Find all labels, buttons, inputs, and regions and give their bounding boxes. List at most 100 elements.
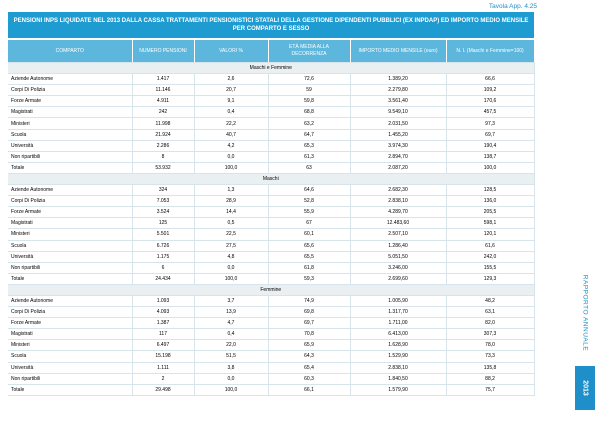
section-label: Maschi e Femmine [8, 62, 535, 75]
row-label: Magistrati [8, 217, 133, 230]
cell-value: 65,3 [268, 140, 351, 152]
cell-value: 1.579,90 [350, 384, 447, 396]
cell-value: 1,3 [194, 184, 269, 197]
cell-value: 64,6 [268, 184, 351, 197]
cell-value: 72,6 [268, 73, 351, 86]
table-body: PENSIONI INPS LIQUIDATE NEL 2013 DALLA C… [8, 12, 535, 396]
cell-value: 0,0 [194, 262, 269, 274]
cell-value: 65,5 [268, 251, 351, 263]
table-row: Corpi Di Polizia 11.146 20,7 59 2.279,80 109,… [8, 84, 535, 97]
cell-value: 66,6 [446, 73, 535, 86]
column-header: N. I. (Maschi e Femmine=100) [446, 38, 535, 63]
table-row: Scuola 6.726 27,5 65,6 1.286,40 61,6 [8, 240, 535, 252]
cell-value: 2.699,60 [350, 273, 447, 285]
cell-value: 0,4 [194, 106, 269, 119]
cell-value: 0,0 [194, 373, 269, 385]
row-label: Totale [8, 384, 133, 396]
table-row: Non ripartibili 8 0,0 61,3 2.894,70 138,7 [8, 151, 535, 163]
table-row: Totale 29.498 100,0 66,1 1.579,90 75,7 [8, 384, 535, 396]
cell-value: 9.549,10 [350, 106, 447, 119]
cell-value: 64,3 [268, 350, 351, 363]
cell-value: 15.198 [132, 350, 195, 363]
cell-value: 190,4 [446, 140, 535, 152]
cell-value: 1.628,90 [350, 339, 447, 352]
cell-value: 67 [268, 217, 351, 230]
table-row: Aziende Autonome 1.417 2,6 72,6 1.389,20 66,6 [8, 73, 535, 86]
cell-value: 75,7 [446, 384, 535, 396]
cell-value: 1.317,70 [350, 306, 447, 319]
cell-value: 59,8 [268, 95, 351, 108]
cell-value: 100,0 [194, 162, 269, 174]
table-row: Forze Armate 4.911 9,1 59,8 3.561,40 170,6 [8, 95, 535, 108]
cell-value: 1.417 [132, 73, 195, 86]
table-reference: Tavola App. 4.25 [488, 3, 537, 10]
cell-value: 1.111 [132, 362, 195, 374]
cell-value: 21.924 [132, 129, 195, 141]
section-label: Femmine [8, 284, 535, 296]
cell-value: 117 [132, 328, 195, 341]
cell-value: 135,8 [446, 362, 535, 374]
row-label: Scuola [8, 129, 133, 141]
cell-value: 242,0 [446, 251, 535, 263]
table-row: Forze Armate 3.524 14,4 55,9 4.289,70 205,5 [8, 206, 535, 219]
year-box: 2013 [575, 366, 595, 410]
table-row: Totale 24.434 100,0 59,3 2.699,60 129,3 [8, 273, 535, 285]
row-label: Scuola [8, 350, 133, 363]
cell-value: 2.279,80 [350, 84, 447, 97]
table-row: Magistrati 117 0,4 70,8 6.413,00 307,3 [8, 328, 535, 341]
cell-value: 1.175 [132, 251, 195, 263]
cell-value: 29.498 [132, 384, 195, 396]
table-row: Ministeri 6.497 22,0 65,9 1.628,90 78,0 [8, 339, 535, 352]
cell-value: 1.529,90 [350, 350, 447, 363]
row-label: Aziende Autonome [8, 184, 133, 197]
row-label: Totale [8, 273, 133, 285]
cell-value: 11.146 [132, 84, 195, 97]
row-label: Non ripartibili [8, 262, 133, 274]
cell-value: 0,4 [194, 328, 269, 341]
cell-value: 4,2 [194, 140, 269, 152]
table-row: Totale 53.932 100,0 63 2.087,20 100,0 [8, 162, 535, 174]
section-label: Maschi [8, 173, 535, 186]
cell-value: 1.389,20 [350, 73, 447, 86]
cell-value: 60,3 [268, 373, 351, 385]
cell-value: 170,6 [446, 95, 535, 108]
cell-value: 59,3 [268, 273, 351, 285]
cell-value: 12.483,60 [350, 217, 447, 230]
cell-value: 55,9 [268, 206, 351, 219]
cell-value: 128,5 [446, 184, 535, 197]
section-row: Maschi [8, 173, 535, 186]
table-row: Università 1.175 4,8 65,5 5.051,50 242,0 [8, 251, 535, 263]
table-row: Non ripartibili 6 0,0 61,8 3.246,00 155,5 [8, 262, 535, 274]
cell-value: 0,5 [194, 217, 269, 230]
table-row: Scuola 15.198 51,5 64,3 1.529,90 73,3 [8, 350, 535, 363]
cell-value: 1.711,00 [350, 317, 447, 330]
table-row: Ministeri 11.998 22,2 63,2 2.031,50 97,3 [8, 117, 535, 130]
cell-value: 5.051,50 [350, 251, 447, 263]
cell-value: 22,2 [194, 117, 269, 130]
cell-value: 69,7 [268, 317, 351, 330]
row-label: Corpi Di Polizia [8, 306, 133, 319]
cell-value: 78,0 [446, 339, 535, 352]
cell-value: 2.286 [132, 140, 195, 152]
table-row: Forze Armate 1.387 4,7 69,7 1.711,00 82,0 [8, 317, 535, 330]
cell-value: 1.387 [132, 317, 195, 330]
table-row: Scuola 21.924 40,7 64,7 1.455,20 69,7 [8, 129, 535, 141]
cell-value: 69,8 [268, 306, 351, 319]
table-row: Corpi Di Polizia 7.053 28,9 52,8 2.838,10 136… [8, 195, 535, 208]
cell-value: 8 [132, 151, 195, 163]
cell-value: 100,0 [446, 162, 535, 174]
cell-value: 9,1 [194, 95, 269, 108]
row-label: Corpi Di Polizia [8, 84, 133, 97]
cell-value: 155,5 [446, 262, 535, 274]
cell-value: 1.286,40 [350, 240, 447, 252]
cell-value: 82,0 [446, 317, 535, 330]
cell-value: 4.289,70 [350, 206, 447, 219]
cell-value: 65,6 [268, 240, 351, 252]
cell-value: 2.894,70 [350, 151, 447, 163]
column-header: COMPARTO [8, 38, 133, 63]
cell-value: 3,7 [194, 295, 269, 308]
section-row: Maschi e Femmine [8, 62, 535, 75]
cell-value: 53.932 [132, 162, 195, 174]
row-label: Aziende Autonome [8, 73, 133, 86]
row-label: Scuola [8, 240, 133, 252]
